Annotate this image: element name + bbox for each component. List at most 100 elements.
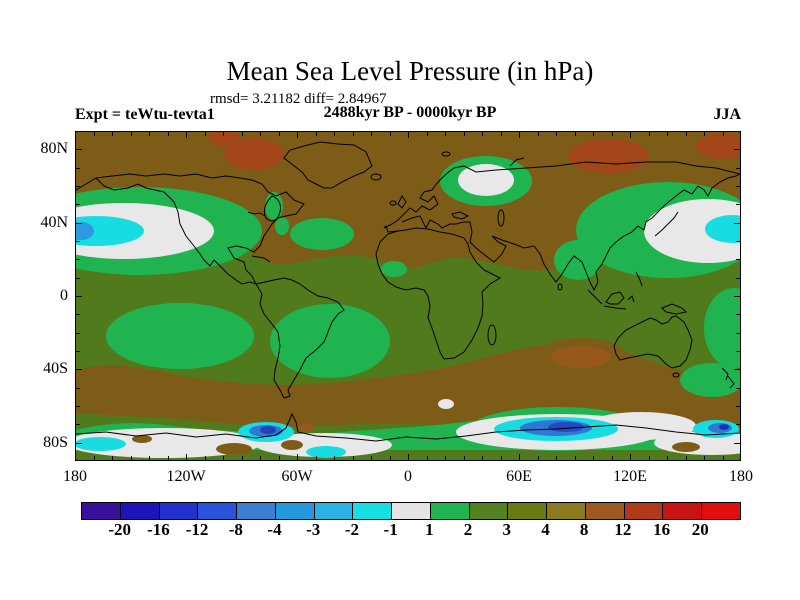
map-tick [500,132,502,136]
colorbar-segment [275,503,315,519]
map-tick [241,132,243,136]
map-tick [278,132,280,136]
map-tick [76,277,80,279]
map-tick [704,456,705,460]
map-tick [76,424,80,426]
map-tick [736,351,740,352]
map-tick [297,132,298,138]
map-tick [297,454,298,460]
stats-text: rmsd= 3.21182 diff= 2.84967 [210,91,387,107]
negative-blue-cores [76,222,732,437]
map-tick [76,314,80,316]
map-tick [315,132,317,136]
map-tick [593,456,594,460]
map-tick [736,167,740,169]
map-tick [260,456,261,460]
map-tick [734,296,740,297]
map-tick [334,132,335,136]
colorbar-label: -1 [383,520,398,539]
map-tick [630,454,631,460]
map-tick [426,132,428,136]
map-tick [704,132,705,136]
map-tick [149,132,150,136]
colorbar-segment [430,503,470,519]
x-axis-label: 60E [506,468,532,485]
map-tick [76,222,82,224]
colorbar-label: 12 [614,520,632,539]
map-tick [519,454,520,460]
map-tick [76,351,80,352]
map-tick [130,456,132,460]
map-tick [371,456,372,460]
y-axis-label: 40S [43,360,68,378]
x-axis-label: 60W [281,468,313,485]
map-tick [371,132,372,136]
colorbar-segment [314,503,354,519]
map-tick [223,132,224,136]
map-tick [611,132,613,136]
colorbar-segment [159,503,199,519]
colorbar-label: -16 [147,520,170,539]
x-axis-label: 120W [166,468,206,485]
colorbar-label: 4 [541,520,550,539]
colorbar-segment [702,503,741,519]
map-tick [130,132,132,136]
map-tick [648,456,650,460]
x-axis-label: 0 [404,468,412,485]
map-tick [734,369,740,371]
map-tick [519,132,520,138]
map-tick [734,222,740,224]
colorbar-segment [547,503,586,519]
colorbar-segment [663,503,703,519]
map-tick [352,132,354,136]
map-tick [685,456,687,460]
map-tick [667,456,668,460]
map-tick [574,132,576,136]
strong-positive-spots [208,132,740,173]
map-tick [76,204,80,206]
map-tick [93,132,95,136]
map-tick [352,456,354,460]
map-tick [736,277,740,279]
map-tick [736,406,740,407]
colorbar-label: -2 [344,520,360,539]
map-tick [76,442,82,444]
map-tick [445,132,446,136]
map-tick [112,132,113,136]
period-text: 2488kyr BP - 0000kyr BP [323,104,497,121]
map-tick [389,456,391,460]
map-tick [204,456,206,460]
colorbar-label: 3 [502,520,512,539]
map-tick [736,241,740,242]
map-tick [722,456,724,460]
x-axis-label: 180 [63,468,87,485]
map-tick [76,259,80,261]
colorbar-segment [353,503,393,519]
colorbar-segment [392,503,431,519]
map-plot-area [75,131,741,461]
map-tick [734,442,740,444]
map-tick [76,332,80,334]
colorbar-label: 20 [691,520,709,539]
colorbar [81,502,741,520]
map-tick [76,167,80,169]
colorbar-label: 1 [425,520,434,539]
map-tick [736,387,740,389]
map-tick [389,132,391,136]
map-tick [537,456,539,460]
colorbar-label: -8 [228,520,243,539]
map-tick [204,132,206,136]
map-tick [149,456,150,460]
map-tick [167,132,169,136]
map-tick [278,456,280,460]
y-axis-label: 0 [60,287,68,304]
contour-map [76,132,740,460]
map-tick [334,456,335,460]
map-tick [76,241,80,242]
coastlines [76,141,740,442]
map-tick [112,456,113,460]
x-axis-label: 180 [729,468,753,485]
map-tick [630,132,631,138]
map-tick [648,132,650,136]
colorbar-label: -12 [185,520,209,539]
